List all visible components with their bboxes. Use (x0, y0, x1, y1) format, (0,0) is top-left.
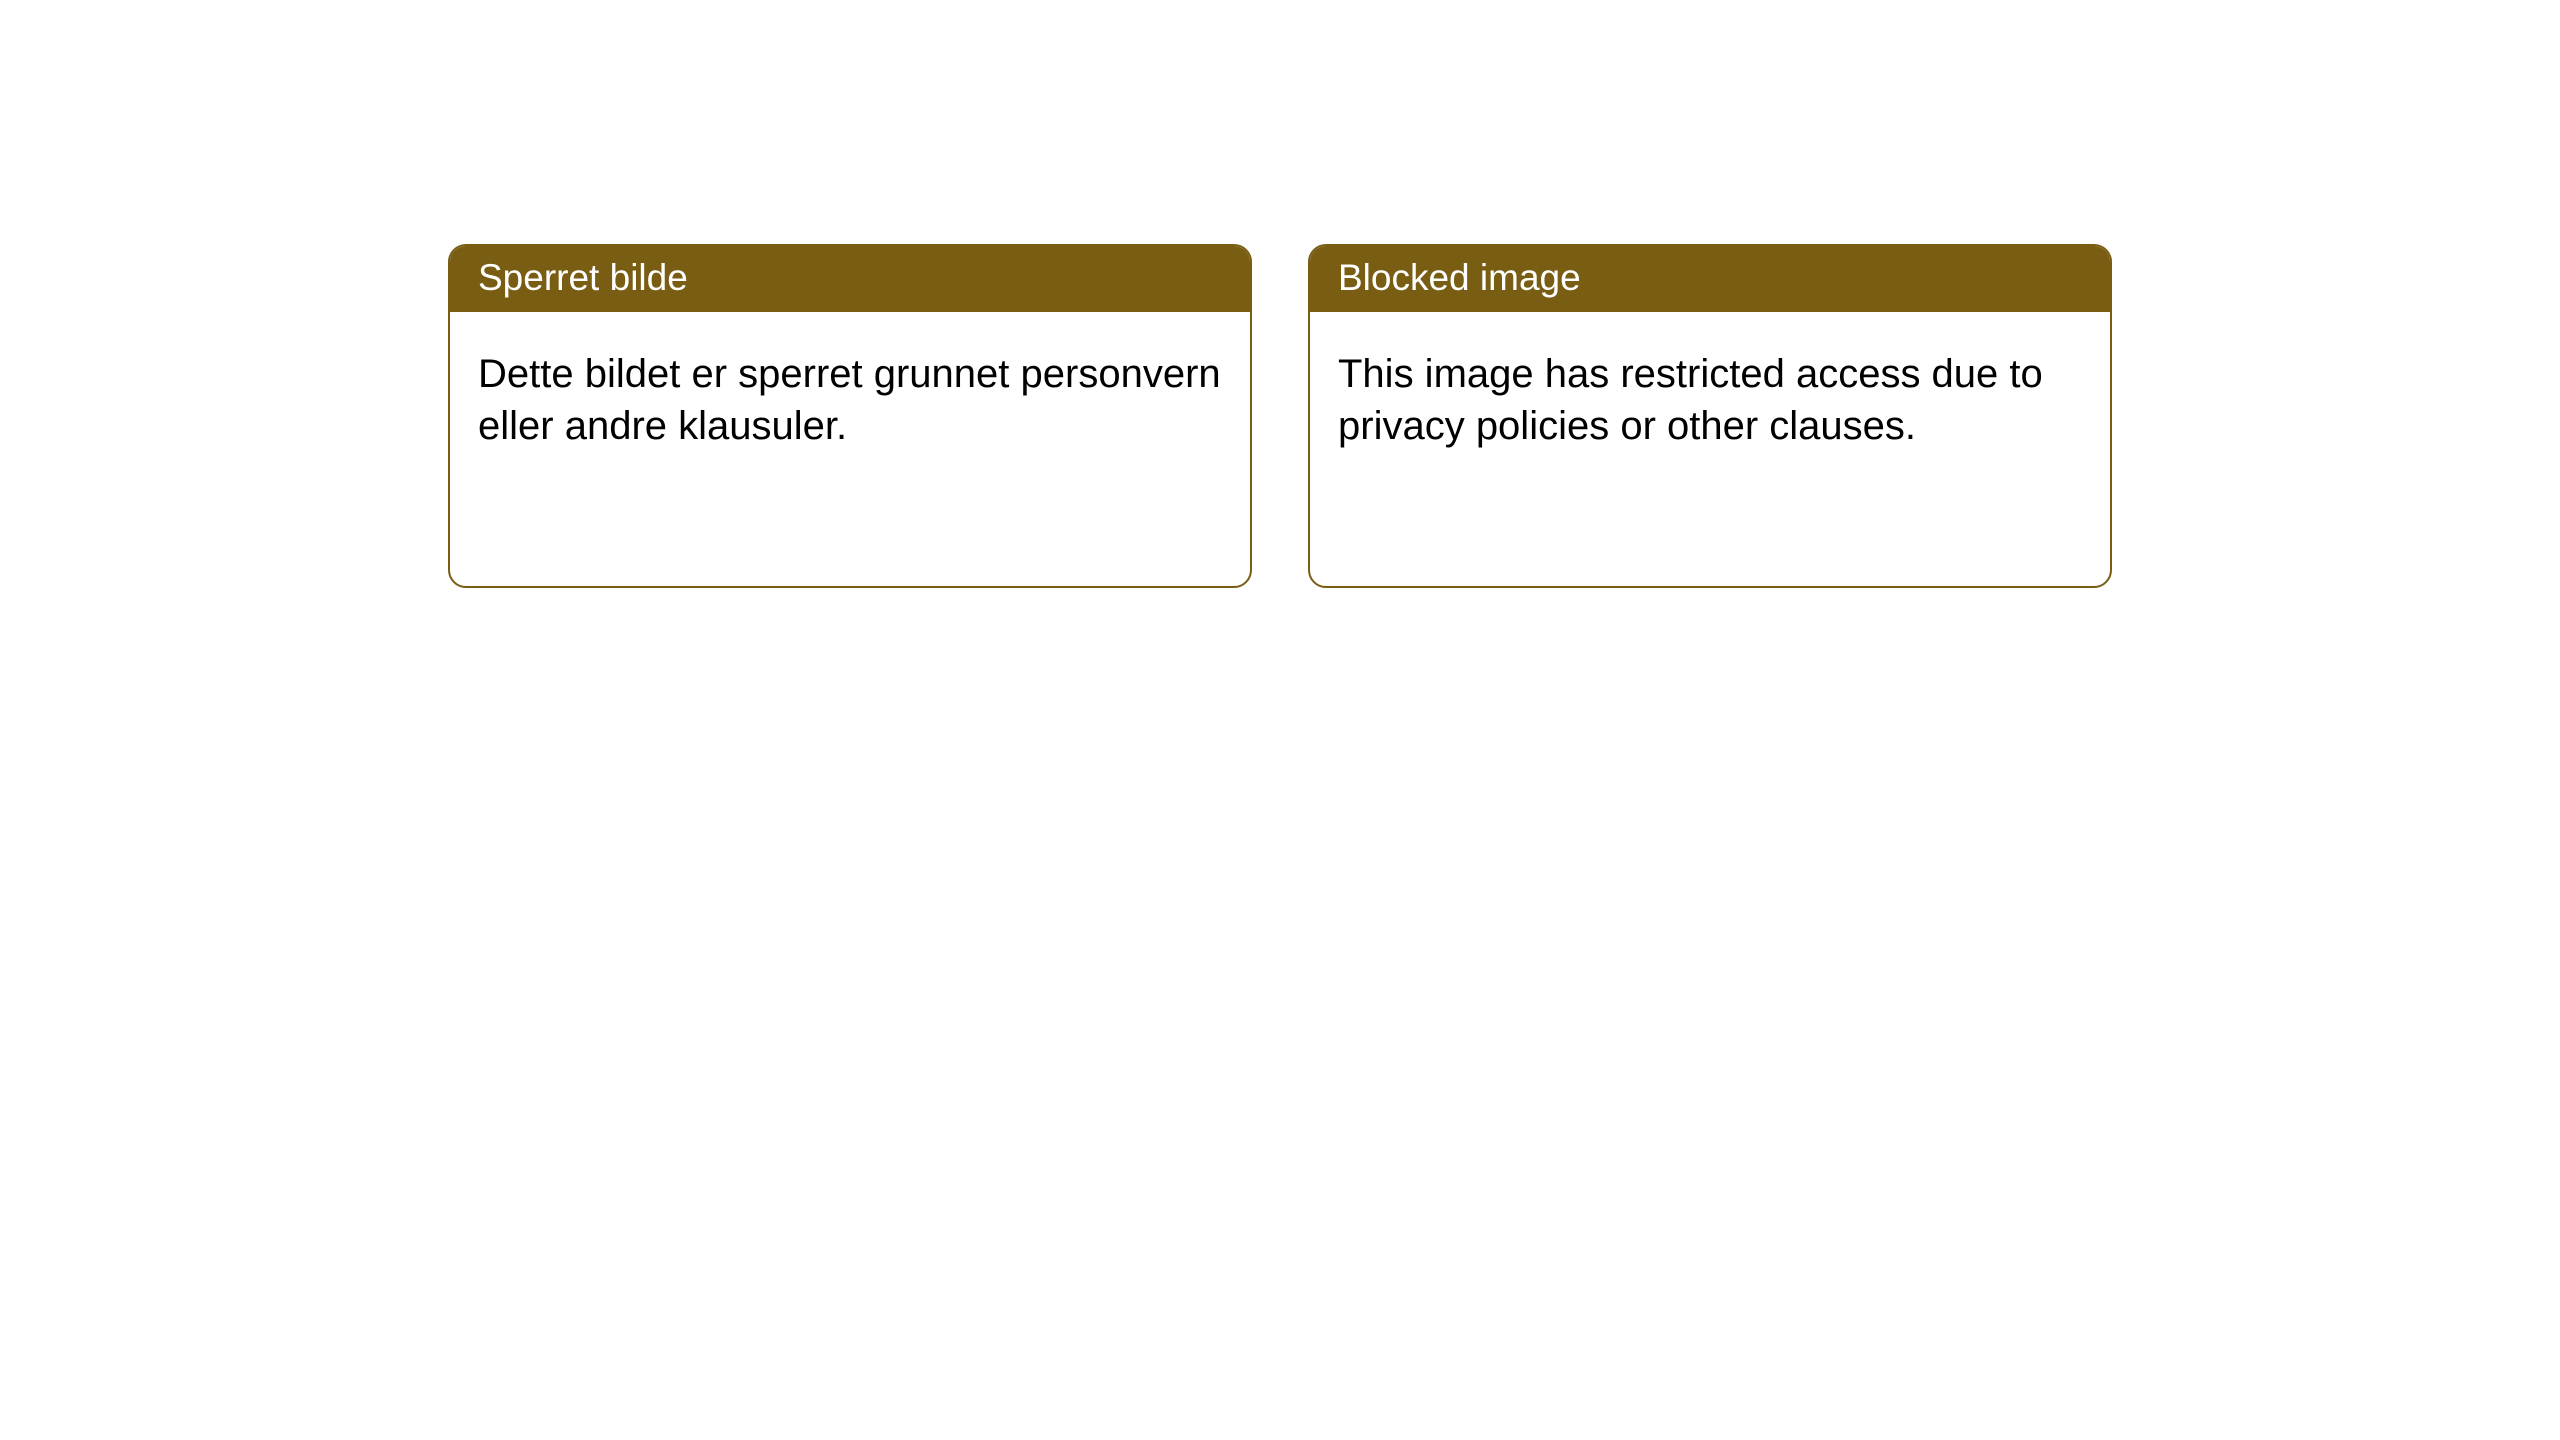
notice-box-english: Blocked image This image has restricted … (1308, 244, 2112, 588)
notice-box-norwegian: Sperret bilde Dette bildet er sperret gr… (448, 244, 1252, 588)
notice-message: Dette bildet er sperret grunnet personve… (478, 352, 1221, 448)
notices-container: Sperret bilde Dette bildet er sperret gr… (0, 0, 2560, 588)
notice-title: Sperret bilde (478, 257, 688, 298)
notice-header: Sperret bilde (450, 246, 1250, 312)
notice-title: Blocked image (1338, 257, 1581, 298)
notice-header: Blocked image (1310, 246, 2110, 312)
notice-body: This image has restricted access due to … (1310, 312, 2110, 586)
notice-body: Dette bildet er sperret grunnet personve… (450, 312, 1250, 586)
notice-message: This image has restricted access due to … (1338, 352, 2043, 448)
